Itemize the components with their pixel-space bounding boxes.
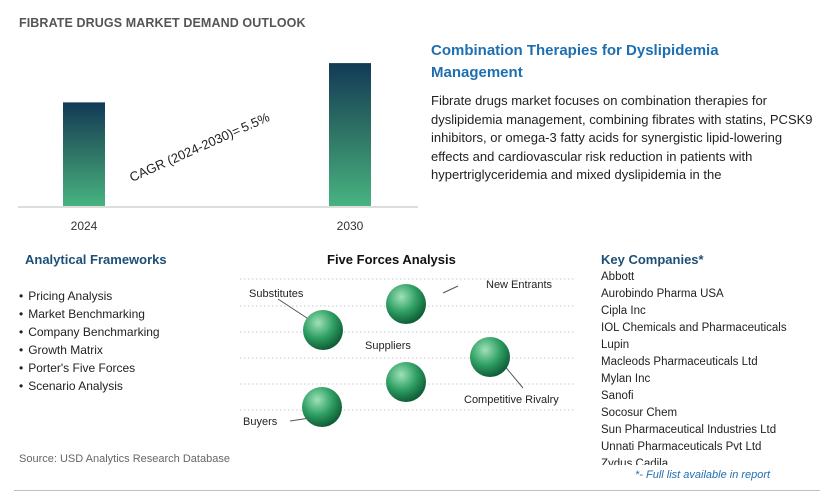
companies-footnote: *- Full list available in report <box>635 469 771 481</box>
framework-item: Pricing Analysis <box>19 287 160 305</box>
company-item: Unnati Pharmaceuticals Pvt Ltd <box>601 441 762 453</box>
frameworks-list: Pricing Analysis Market Benchmarking Com… <box>19 287 160 395</box>
company-item: Abbott <box>601 271 635 283</box>
company-item: Mylan Inc <box>601 373 651 385</box>
section-heading: Combination Therapies for Dyslipidemia M… <box>431 42 719 81</box>
bars-layer <box>63 63 371 206</box>
source-note: Source: USD Analytics Research Database <box>19 453 230 465</box>
company-item: IOL Chemicals and Pharmaceuticals <box>601 322 787 334</box>
market-bar-chart: 2024 2030 CAGR (2024-2030)= 5.5% <box>18 63 418 233</box>
label-buyers: Buyers <box>243 416 278 428</box>
sphere-substitutes <box>303 310 343 350</box>
companies-list: Abbott Aurobindo Pharma USA Cipla Inc IO… <box>601 269 821 465</box>
framework-item: Porter's Five Forces <box>19 359 160 377</box>
framework-item: Scenario Analysis <box>19 377 160 395</box>
sphere-new-entrants <box>386 284 426 324</box>
company-item: Lupin <box>601 339 630 351</box>
cagr-value: 5.5% <box>239 109 273 135</box>
framework-item: Company Benchmarking <box>19 323 159 341</box>
label-substitutes: Substitutes <box>249 288 304 300</box>
five-forces-diagram: Substitutes New Entrants Suppliers Compe… <box>240 278 576 428</box>
x-tick-labels: 2024 2030 <box>71 219 364 233</box>
sphere-center <box>386 362 426 402</box>
frameworks-title: Analytical Frameworks <box>25 252 167 267</box>
section-body: Fibrate drugs market focuses on combinat… <box>431 93 813 182</box>
label-competitive-rivalry: Competitive Rivalry <box>464 394 559 406</box>
framework-item: Growth Matrix <box>19 341 160 359</box>
x-tick-label: 2024 <box>71 219 98 233</box>
page-title: FIBRATE DRUGS MARKET DEMAND OUTLOOK <box>19 16 306 30</box>
company-item: Sanofi <box>601 390 634 402</box>
sphere-competitive-rivalry <box>470 337 510 377</box>
company-item: Zydus Cadila <box>601 458 669 465</box>
cagr-label: CAGR (2024-2030)= <box>127 122 242 184</box>
bar-2030 <box>329 63 371 206</box>
company-item: Macleods Pharmaceuticals Ltd <box>601 356 758 368</box>
company-item: Aurobindo Pharma USA <box>601 288 724 300</box>
company-item: Socosur Chem <box>601 407 678 419</box>
bar-2024 <box>63 102 105 206</box>
label-suppliers: Suppliers <box>365 340 411 352</box>
cagr-annotation: CAGR (2024-2030)= 5.5% <box>127 109 272 185</box>
x-tick-label: 2030 <box>337 219 364 233</box>
label-new-entrants: New Entrants <box>486 279 553 291</box>
five-forces-title: Five Forces Analysis <box>327 252 456 267</box>
company-item: Cipla Inc <box>601 305 646 317</box>
sphere-buyers <box>302 387 342 427</box>
companies-title: Key Companies* <box>601 252 704 267</box>
framework-item: Market Benchmarking <box>19 305 160 323</box>
bottom-divider <box>14 490 820 491</box>
company-item: Sun Pharmaceutical Industries Ltd <box>601 424 777 436</box>
